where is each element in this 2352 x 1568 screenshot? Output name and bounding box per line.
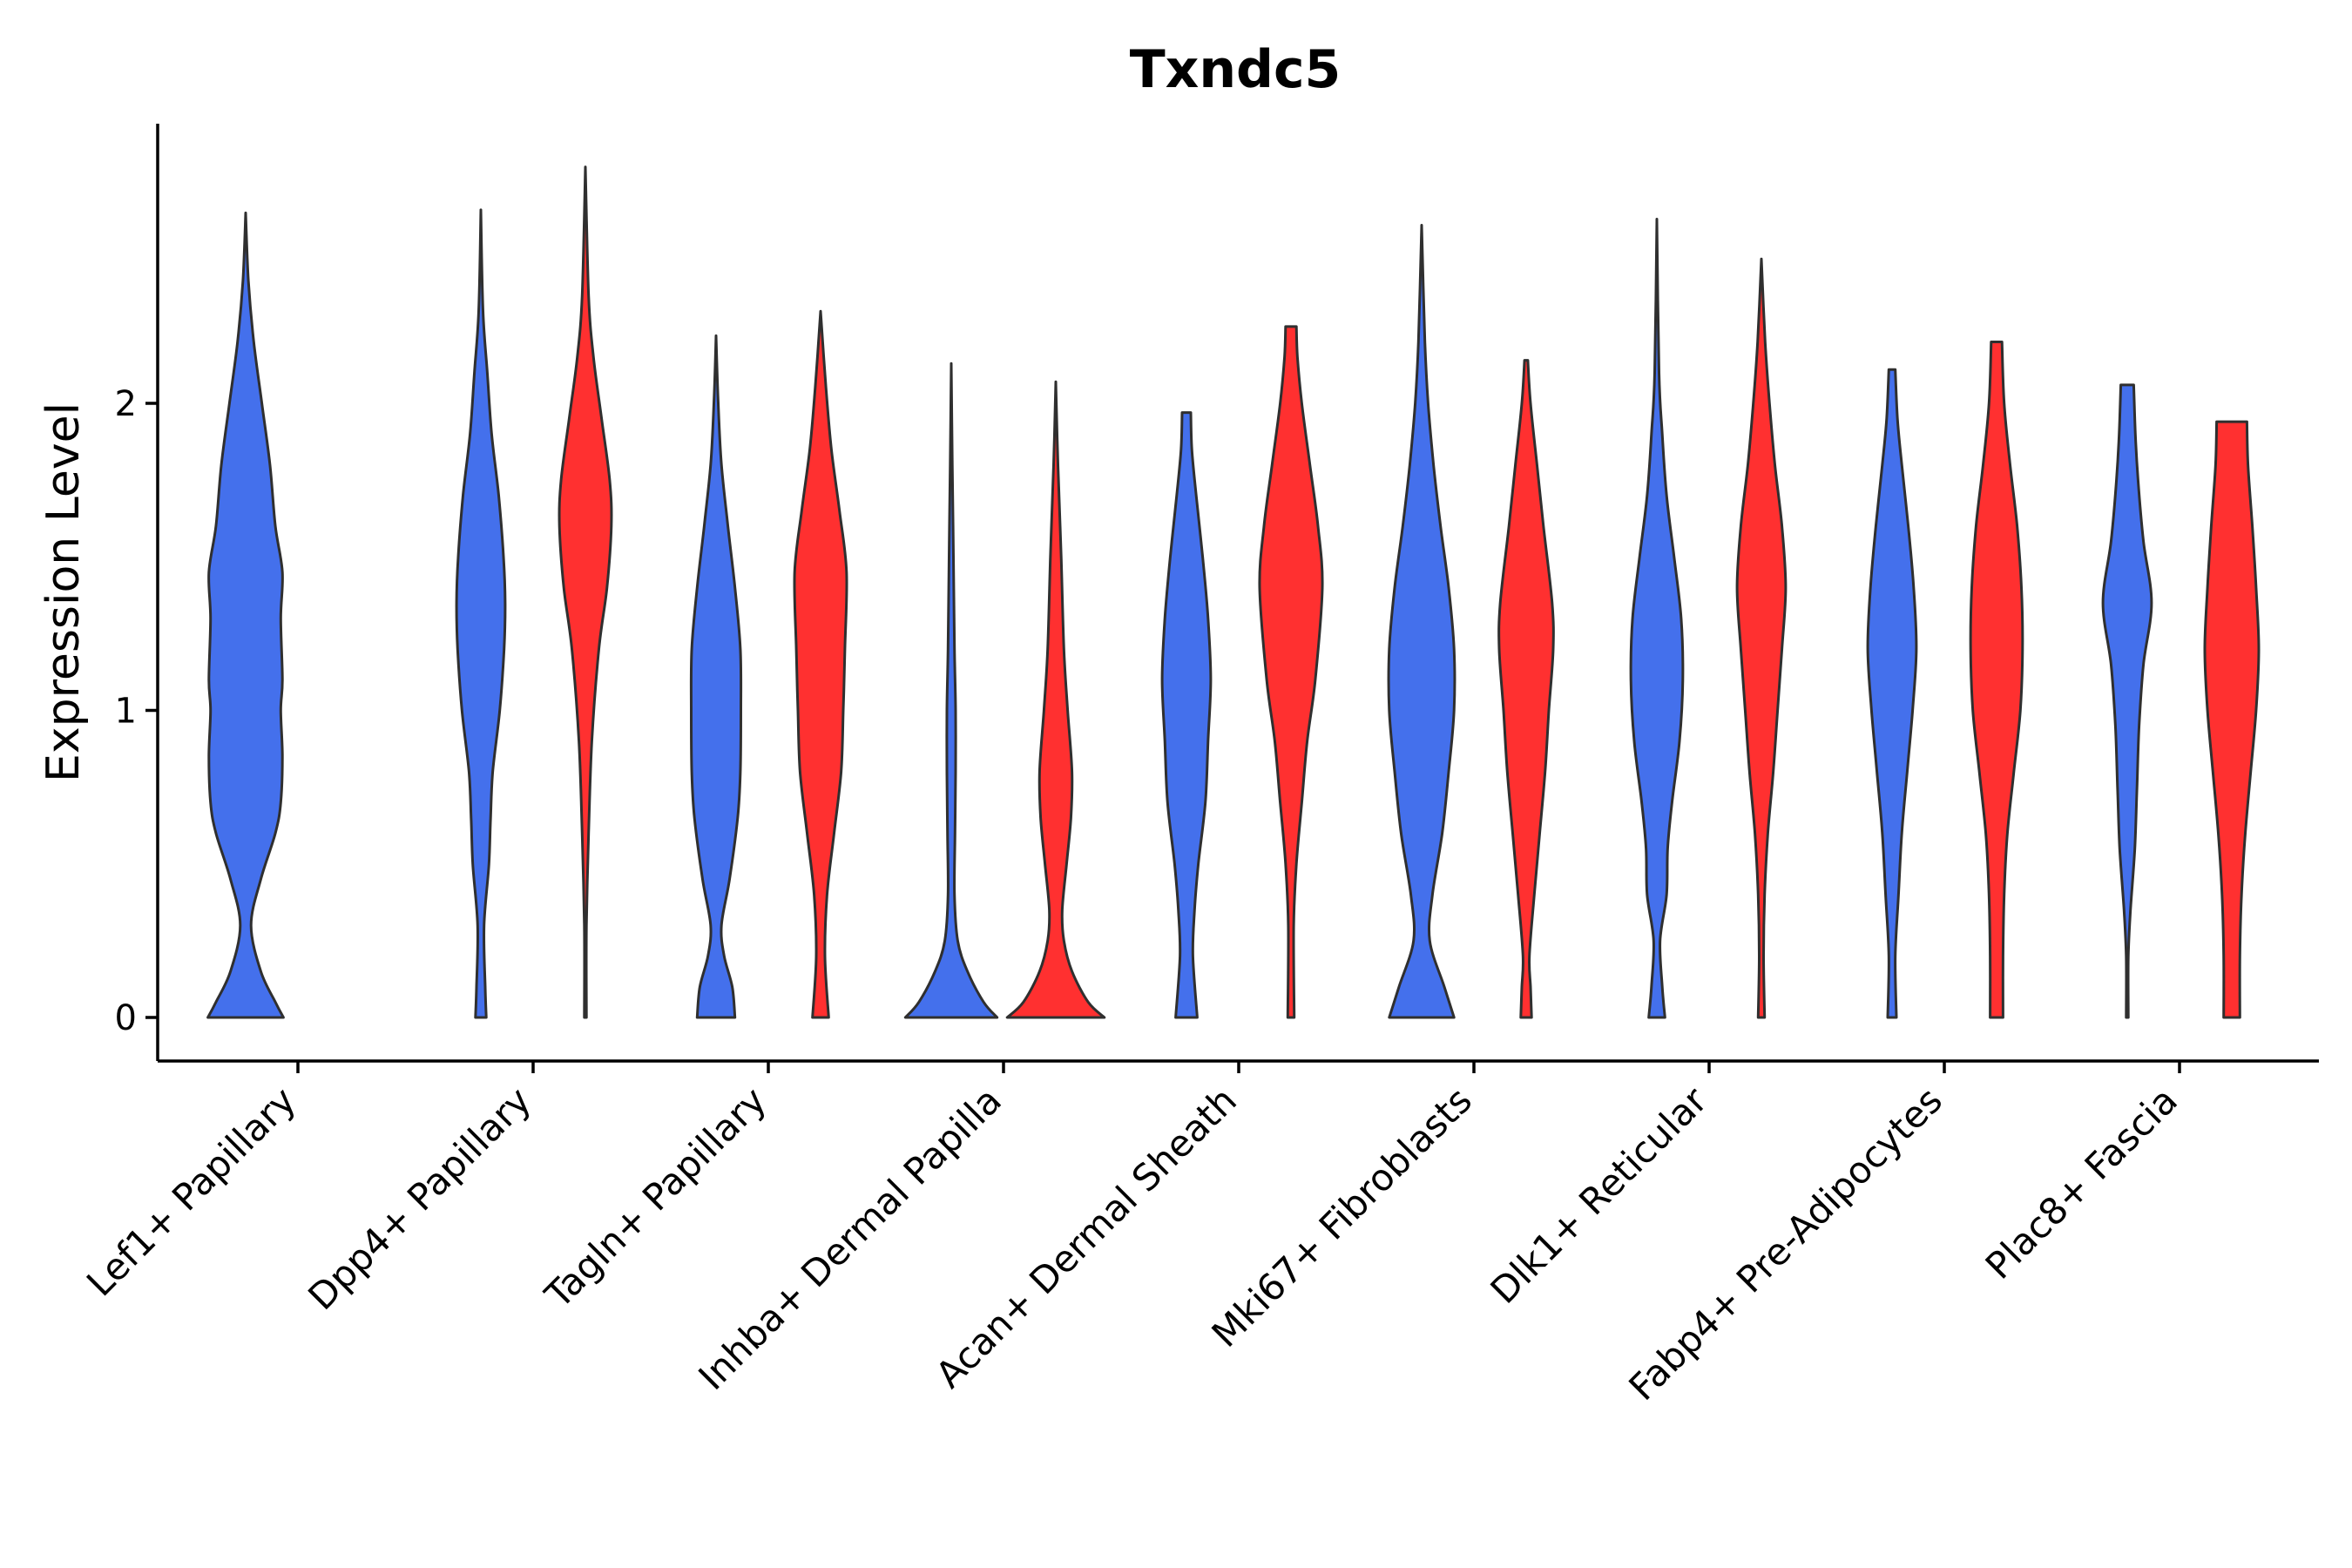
- y-tick-label: 0: [115, 998, 137, 1038]
- x-tick-label: Mki67+ Fibroblasts: [1204, 1078, 1480, 1355]
- y-tick-label: 1: [115, 692, 137, 732]
- violin-layer: [206, 166, 2261, 1019]
- chart-title: Txndc5: [1130, 39, 1342, 100]
- violin-plac8-fascia-group-1: [2203, 420, 2261, 1019]
- violin-tagln-papillary-group-0: [689, 334, 743, 1019]
- x-tick-label: Dpp4+ Papillary: [300, 1078, 539, 1318]
- violin-dlk1-reticular-group-1: [1735, 257, 1788, 1019]
- violin-acan-dermal-sheath-group-1: [1258, 325, 1324, 1019]
- violin-lef1-papillary-group-0: [206, 211, 285, 1019]
- y-axis-label: Expression Level: [37, 402, 90, 782]
- x-tick-label: Plac8+ Fascia: [1977, 1078, 2186, 1287]
- violin-dpp4-papillary-group-1: [558, 166, 613, 1019]
- violin-inhba-dermal-papilla-group-0: [903, 362, 999, 1019]
- violin-plac8-fascia-group-0: [2101, 383, 2153, 1019]
- x-tick-label: Dlk1+ Reticular: [1483, 1078, 1716, 1312]
- violin-fabp4-pre-adipocytes-group-1: [1969, 341, 2024, 1019]
- violin-acan-dermal-sheath-group-0: [1160, 411, 1213, 1019]
- violin-tagln-papillary-group-1: [793, 309, 848, 1019]
- violin-fabp4-pre-adipocytes-group-0: [1866, 368, 1918, 1019]
- x-tick-label: Tagln+ Papillary: [537, 1078, 774, 1316]
- violin-inhba-dermal-papilla-group-1: [1005, 380, 1106, 1019]
- x-tick-label: Lef1+ Papillary: [78, 1078, 304, 1304]
- y-tick-label: 2: [115, 384, 137, 424]
- violin-dpp4-papillary-group-0: [455, 208, 507, 1019]
- violin-mki67-fibroblasts-group-1: [1497, 359, 1555, 1019]
- violin-dlk1-reticular-group-0: [1629, 218, 1685, 1019]
- y-ticks: 0 1 2: [115, 384, 158, 1038]
- violin-mki67-fibroblasts-group-0: [1387, 224, 1456, 1019]
